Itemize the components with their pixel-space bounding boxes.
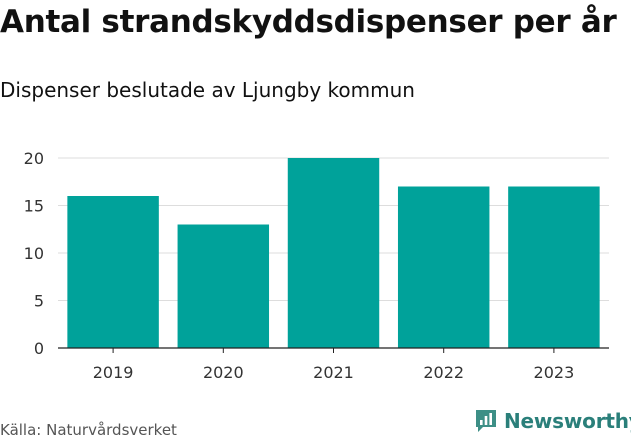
bar-chart: 0 5 10 15 20 2019 2020 2021 2022 2023 (24, 149, 609, 382)
y-tick-label: 5 (34, 292, 44, 311)
x-tick-label: 2022 (423, 363, 464, 382)
newsworthy-logo-icon (476, 410, 496, 432)
source-note: Källa: Naturvårdsverket (0, 421, 177, 439)
y-tick-label: 10 (24, 244, 44, 263)
x-axis-ticks: 2019 2020 2021 2022 2023 (93, 348, 575, 382)
chart-title: Antal strandskyddsdispenser per år (0, 4, 617, 40)
x-tick-label: 2023 (534, 363, 575, 382)
x-tick-label: 2019 (93, 363, 134, 382)
bars (67, 158, 600, 348)
x-tick-label: 2020 (203, 363, 244, 382)
y-axis-ticks: 0 5 10 15 20 (24, 149, 44, 358)
bar-2021 (287, 158, 380, 348)
y-tick-label: 20 (24, 149, 44, 168)
bar-2019 (67, 196, 159, 348)
bar-2020 (177, 224, 270, 348)
y-tick-label: 15 (24, 197, 44, 216)
brand-name: Newsworthy (504, 409, 631, 433)
bar-2022 (397, 186, 490, 348)
bar-2023 (508, 186, 600, 348)
chart-subtitle: Dispenser beslutade av Ljungby kommun (0, 78, 415, 102)
brand-logo: Newsworthy (474, 408, 631, 434)
y-tick-label: 0 (34, 339, 44, 358)
x-tick-label: 2021 (313, 363, 354, 382)
